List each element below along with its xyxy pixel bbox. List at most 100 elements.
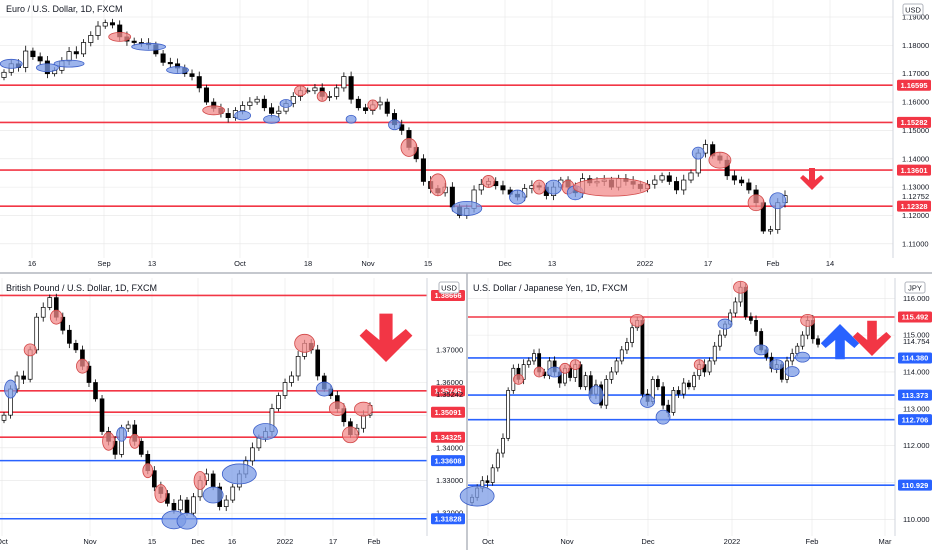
gbpusd-chart[interactable]: 1.320001.330001.340001.350001.360001.370…	[0, 278, 465, 546]
support-touch-marker	[253, 423, 278, 440]
price-tag-label: 114.380	[902, 354, 929, 363]
candle-body	[210, 473, 216, 488]
candle-body	[420, 158, 426, 182]
y-tick-label: 1.11000	[902, 239, 929, 248]
resistance-touch-marker	[294, 333, 316, 353]
candle-body	[661, 386, 665, 406]
eurusd-chart[interactable]: 1.11000 1.12000 1.13000 1.14000 1.15000 1.160…	[0, 0, 931, 268]
x-tick-label: Dec	[191, 537, 205, 546]
resistance-touch-marker	[129, 433, 141, 449]
usdjpy-price-axis[interactable]: 110.000111.000112.000113.000114.000115.0…	[898, 294, 932, 524]
support-touch-marker	[131, 42, 167, 51]
down-arrow-icon	[800, 168, 824, 190]
price-tag-label: 1.16595	[900, 81, 927, 90]
support-touch-marker	[509, 189, 526, 205]
candle-body	[30, 50, 36, 58]
y-tick-label: 113.000	[903, 404, 930, 413]
candle-body	[40, 307, 46, 318]
candle-body	[656, 379, 660, 388]
candle-body	[326, 96, 332, 98]
resistance-touch-marker	[482, 175, 495, 188]
candle-body	[768, 229, 774, 232]
x-tick-label: Oct	[234, 259, 247, 268]
candle-body	[254, 98, 260, 103]
support-touch-marker	[691, 146, 705, 160]
gbpusd-arrows	[359, 313, 413, 362]
last-price-label: 114.754	[903, 337, 930, 346]
candle-body	[203, 87, 210, 103]
price-tag-label: 1.34325	[434, 433, 461, 442]
candle-body	[261, 98, 267, 109]
resistance-touch-marker	[202, 105, 226, 116]
candle-body	[630, 327, 634, 343]
y-tick-label: 1.15000	[902, 126, 929, 135]
candle-body	[640, 320, 645, 395]
candle-body	[256, 437, 262, 449]
resistance-touch-marker	[294, 85, 307, 97]
y-tick-label: 114.000	[903, 367, 930, 376]
candle-body	[754, 320, 758, 332]
resistance-touch-marker	[747, 194, 765, 212]
support-touch-marker	[640, 395, 655, 408]
candle-body	[276, 395, 281, 409]
usdjpy-currency-badge[interactable]	[904, 281, 926, 294]
x-tick-label: 15	[424, 259, 432, 268]
candle-body	[363, 107, 369, 111]
support-touch-marker	[0, 58, 23, 69]
y-tick-label: 1.32000	[436, 509, 463, 518]
usdjpy-time-axis[interactable]: Oct Nov Dec 2022 Feb Mar	[482, 537, 892, 546]
candle-body	[731, 175, 737, 181]
candle-body	[102, 22, 108, 27]
candle-body	[225, 113, 231, 119]
eurusd-title: Euro / U.S. Dollar, 1D, FXCM	[6, 4, 123, 14]
resistance-touch-marker	[142, 463, 154, 479]
price-tag-label: 115.492	[902, 313, 929, 322]
support-touch-marker	[35, 63, 59, 73]
support-touch-marker	[655, 409, 671, 425]
eurusd-time-axis[interactable]: 16 Sep 13 Oct 18 Nov 15 Dec 13 2022 17 Feb 14	[28, 259, 834, 268]
support-touch-marker	[166, 66, 189, 74]
resistance-touch-marker	[513, 373, 524, 385]
support-touch-marker	[545, 179, 562, 195]
x-tick-label: 2022	[724, 537, 741, 546]
candle-body	[355, 98, 361, 109]
support-touch-marker	[116, 426, 128, 442]
x-tick-label: 13	[148, 259, 156, 268]
candle-body	[676, 390, 681, 395]
candle-body	[37, 56, 43, 62]
candle-body	[625, 342, 629, 351]
gbpusd-currency-badge[interactable]	[438, 281, 460, 294]
price-tag-label: 1.38666	[434, 291, 461, 300]
candle-body	[733, 301, 738, 314]
candle-body	[334, 87, 340, 97]
usdjpy-chart[interactable]: 110.000111.000112.000113.000114.000115.0…	[459, 278, 932, 546]
candle-body	[167, 62, 173, 65]
candle-body	[707, 360, 712, 373]
support-touch-marker	[388, 119, 401, 131]
candle-body	[315, 349, 321, 377]
price-tag	[431, 513, 465, 525]
eurusd-price-axis[interactable]: 1.11000 1.12000 1.13000 1.14000 1.15000 1.160…	[897, 13, 931, 249]
resistance-touch-marker	[693, 359, 705, 371]
gbpusd-price-axis[interactable]: 1.320001.330001.340001.350001.360001.370…	[431, 289, 465, 525]
y-tick-label: 115.000	[903, 331, 930, 340]
x-tick-label: Oct	[482, 537, 495, 546]
usdjpy-grid	[468, 278, 895, 536]
candle-body	[66, 51, 72, 62]
candle-body	[73, 342, 79, 351]
candle-body	[341, 76, 347, 89]
last-price-label: 1.12752	[902, 192, 929, 201]
candle-body	[490, 467, 495, 483]
candle-body	[196, 76, 202, 89]
usdjpy-plot-area[interactable]	[468, 278, 895, 536]
support-touch-marker	[234, 110, 252, 121]
y-tick-label: 1.17000	[902, 69, 929, 78]
candle-body	[60, 316, 66, 331]
gbpusd-time-axis[interactable]: Oct Nov 15 Dec 16 2022 17 Feb	[0, 537, 380, 546]
resistance-touch-marker	[532, 179, 546, 195]
candle-body	[131, 40, 137, 43]
usdjpy-arrows	[820, 320, 892, 360]
eurusd-currency-badge[interactable]	[902, 3, 924, 16]
candle-body	[659, 175, 665, 181]
y-tick-label: 1.14000	[902, 154, 929, 163]
